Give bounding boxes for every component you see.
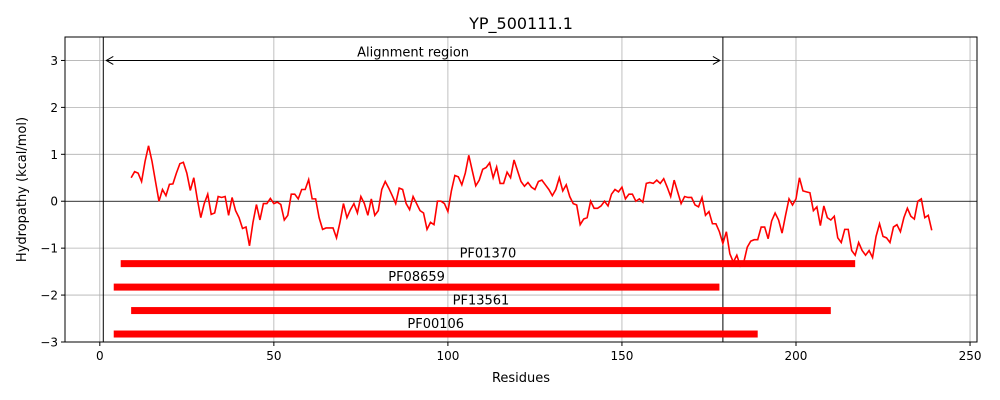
alignment-arrowhead-left	[105, 56, 114, 65]
x-axis-ticks: 0 50 100 150 200 250	[96, 342, 982, 363]
domain-bars: PF01370 PF08659 PF13561 PF00106	[113, 247, 856, 338]
alignment-arrow: Alignment region	[105, 45, 721, 65]
x-tick-label: 0	[96, 349, 104, 363]
x-tick-label: 50	[266, 349, 281, 363]
x-tick-label: 150	[610, 349, 633, 363]
y-tick-label: 2	[50, 101, 58, 115]
x-tick-label: 250	[959, 349, 982, 363]
y-tick-label: 3	[50, 54, 58, 68]
y-tick-label: −2	[40, 289, 58, 303]
domain-label-PF00106: PF00106	[407, 317, 464, 332]
domain-bar-PF00106	[113, 330, 758, 338]
y-tick-label: −3	[40, 336, 58, 350]
x-tick-label: 100	[436, 349, 459, 363]
x-axis-label: Residues	[492, 371, 550, 386]
y-tick-label: −1	[40, 242, 58, 256]
x-tick-label: 200	[785, 349, 808, 363]
domain-bar-PF13561	[131, 307, 831, 315]
plot-frame	[64, 36, 978, 343]
alignment-bounds	[102, 37, 724, 342]
alignment-label: Alignment region	[357, 45, 469, 60]
domain-bar-PF01370	[120, 260, 856, 268]
y-axis-ticks: −3 −2 −1 0 1 2 3	[40, 54, 65, 350]
y-axis-label: Hydropathy (kcal/mol)	[15, 117, 30, 262]
y-tick-label: 1	[50, 148, 58, 162]
domain-label-PF01370: PF01370	[460, 247, 517, 262]
domain-label-PF08659: PF08659	[388, 270, 445, 285]
grid	[65, 37, 977, 343]
domain-label-PF13561: PF13561	[453, 294, 510, 309]
chart-title: YP_500111.1	[468, 14, 573, 34]
hydropathy-line	[130, 145, 933, 268]
y-tick-label: 0	[50, 195, 58, 209]
alignment-arrowhead-right	[712, 56, 721, 65]
domain-bar-PF08659	[113, 283, 720, 291]
